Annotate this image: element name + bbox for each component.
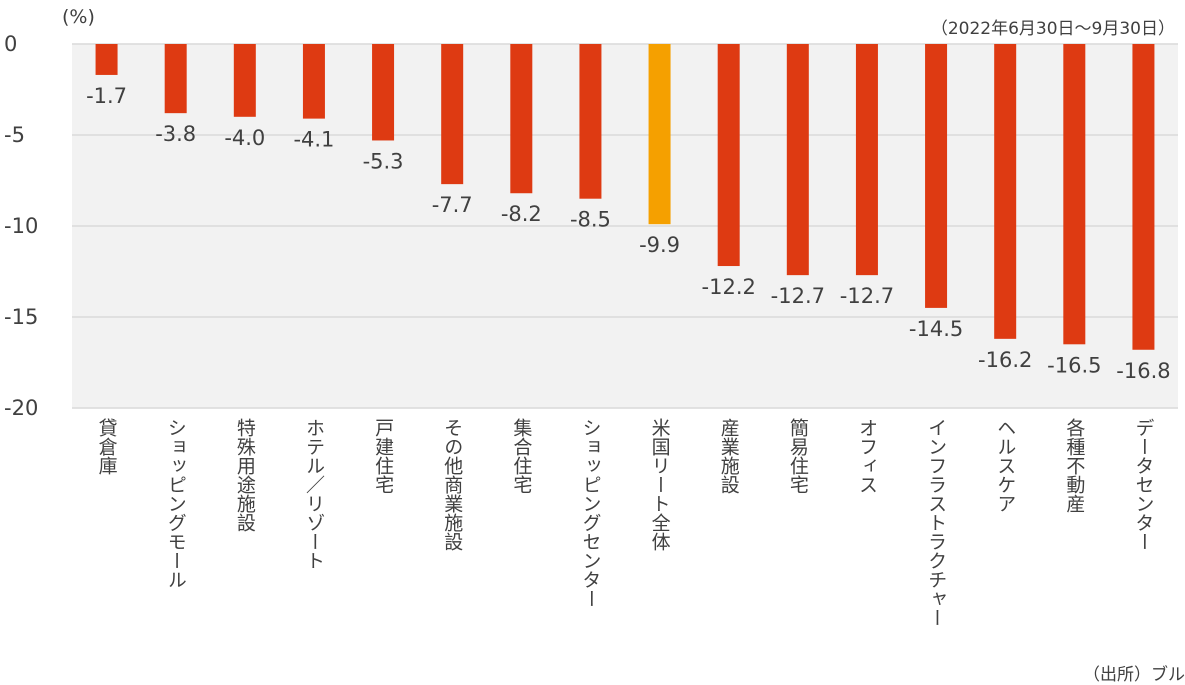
data-label: -8.5 <box>570 208 611 232</box>
bar <box>1063 44 1086 345</box>
category-label: ヘルスケア <box>994 418 1016 513</box>
y-tick-label: -10 <box>4 214 38 238</box>
y-tick-label: -5 <box>4 123 25 147</box>
category-label: 簡易住宅 <box>787 418 809 494</box>
data-label: -4.1 <box>293 128 334 152</box>
data-label: -7.7 <box>432 193 473 217</box>
data-label: -16.5 <box>1047 353 1101 377</box>
category-label: 戸建住宅 <box>372 418 394 494</box>
category-label: オフィス <box>856 418 878 494</box>
data-label: -14.5 <box>909 317 963 341</box>
data-label: -12.2 <box>702 275 756 299</box>
category-label: ホテル／リゾート <box>303 418 325 570</box>
y-tick-label: -15 <box>4 305 38 329</box>
bar <box>233 44 256 117</box>
category-label: インフラストラクチャー <box>925 418 947 627</box>
data-label: -4.0 <box>224 126 265 150</box>
data-label: -12.7 <box>840 284 894 308</box>
data-label: -16.8 <box>1116 359 1170 383</box>
bar <box>717 44 740 267</box>
bar <box>302 44 325 119</box>
data-label: -9.9 <box>639 233 680 257</box>
category-label: ショッピングモール <box>165 418 187 589</box>
bar <box>855 44 878 276</box>
category-label: データセンター <box>1132 418 1154 551</box>
y-tick-label: 0 <box>4 32 17 56</box>
bar <box>510 44 533 194</box>
data-label: -1.7 <box>86 84 127 108</box>
bar <box>95 44 118 75</box>
bar <box>579 44 602 199</box>
category-label: 産業施設 <box>718 418 740 494</box>
category-label: 特殊用途施設 <box>234 418 256 532</box>
category-label: ショッピングセンター <box>579 418 601 608</box>
bar <box>786 44 809 276</box>
data-label: -16.2 <box>978 348 1032 372</box>
y-tick-label: -20 <box>4 396 38 420</box>
y-unit-label: (%) <box>62 6 95 28</box>
bar <box>925 44 948 308</box>
category-label: 各種不動産 <box>1063 418 1085 513</box>
bar <box>164 44 187 114</box>
category-label: その他商業施設 <box>441 418 463 551</box>
bar <box>994 44 1017 339</box>
category-label: 貸倉庫 <box>96 418 118 475</box>
bar <box>441 44 464 185</box>
data-label: -3.8 <box>155 122 196 146</box>
bar <box>1132 44 1155 350</box>
period-note: （2022年6月30日～9月30日） <box>930 19 1175 39</box>
data-label: -8.2 <box>501 202 542 226</box>
bar <box>372 44 395 141</box>
bar <box>648 44 671 225</box>
data-label: -5.3 <box>363 149 404 173</box>
source-note: （出所）ブル <box>1083 665 1185 685</box>
data-label: -12.7 <box>771 284 825 308</box>
category-label: 集合住宅 <box>510 418 532 494</box>
category-label: 米国リート全体 <box>649 418 671 551</box>
